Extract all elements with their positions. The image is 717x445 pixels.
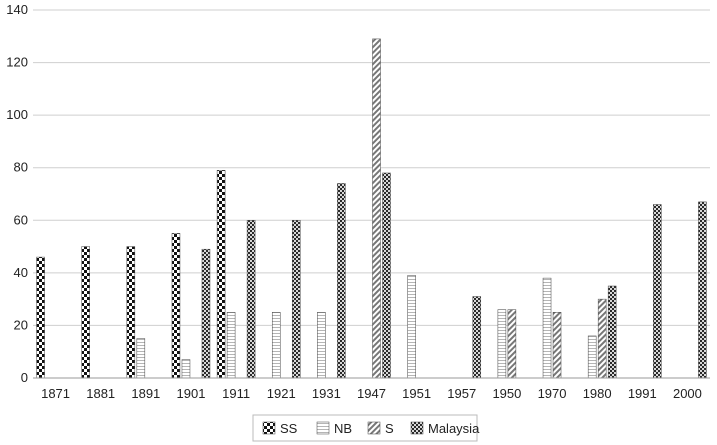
x-tick-label: 2000 [673, 386, 702, 401]
x-tick-label: 1991 [628, 386, 657, 401]
bar-nb-1921 [271, 312, 281, 379]
bar-malaysia-1991 [653, 204, 662, 379]
bar-malaysia-1901 [201, 248, 211, 379]
legend-swatch-malaysia [410, 421, 424, 435]
legend-swatch-ss [262, 421, 276, 435]
legend-label-s: S [385, 421, 394, 436]
bar-ss-1901 [171, 233, 181, 379]
bar-nb-1970 [542, 277, 552, 379]
y-tick-label: 120 [6, 55, 28, 70]
bar-nb-1931 [317, 312, 326, 379]
x-tick-label: 1957 [447, 386, 476, 401]
y-tick-label: 40 [14, 265, 28, 280]
bar-nb-1901 [181, 359, 191, 379]
bar-s-1950 [507, 309, 517, 379]
legend: SS NB S Malaysia [252, 414, 480, 442]
bars [36, 38, 707, 379]
y-tick-label: 140 [6, 2, 28, 17]
x-tick-label: 1947 [357, 386, 386, 401]
x-tick-label: 1911 [222, 386, 250, 401]
bar-s-1947 [372, 38, 381, 379]
bar-ss-1911 [216, 170, 226, 379]
bar-s-1970 [552, 312, 562, 379]
bar-nb-1911 [226, 312, 236, 379]
y-tick-label: 100 [6, 107, 28, 122]
bar-nb-1951 [407, 275, 416, 379]
x-tick-label: 1950 [492, 386, 521, 401]
bar-nb-1980 [587, 335, 597, 379]
bar-s-1980 [597, 298, 607, 379]
bar-malaysia-1931 [337, 183, 346, 379]
legend-swatch-s [367, 421, 381, 435]
bar-malaysia-1957 [472, 296, 482, 379]
legend-swatch-nb [316, 421, 330, 435]
bar-ss-1881 [81, 246, 90, 379]
bar-nb-1891 [136, 338, 146, 379]
bar-ss-1871 [36, 256, 45, 379]
x-tick-label: 1931 [312, 386, 341, 401]
x-tick-label: 1921 [267, 386, 296, 401]
x-tick-label: 1970 [538, 386, 567, 401]
x-tick-label: 1901 [177, 386, 206, 401]
legend-label-malaysia: Malaysia [428, 421, 480, 436]
x-tick-label: 1881 [86, 386, 115, 401]
y-tick-label: 0 [21, 370, 28, 385]
legend-box [252, 414, 478, 442]
gridlines [33, 9, 710, 379]
bar-malaysia-1980 [607, 285, 617, 379]
x-tick-label: 1951 [402, 386, 431, 401]
x-axis: 1871 1881 1891 1901 1911 1921 1931 1947 1951 1957… [41, 386, 702, 401]
bar-malaysia-2000 [698, 201, 707, 379]
y-tick-label: 20 [14, 317, 28, 332]
x-tick-label: 1891 [131, 386, 160, 401]
bar-malaysia-1911 [246, 220, 256, 379]
bar-malaysia-1921 [291, 220, 301, 379]
x-tick-label: 1980 [583, 386, 612, 401]
legend-label-ss: SS [280, 421, 298, 436]
x-tick-label: 1871 [41, 386, 70, 401]
y-tick-label: 60 [14, 212, 28, 227]
y-tick-label: 80 [14, 160, 28, 175]
bar-nb-1950 [497, 309, 507, 379]
y-axis: 0 20 40 60 80 100 120 140 [6, 2, 28, 385]
bar-ss-1891 [126, 246, 136, 379]
bar-malaysia-1947 [382, 172, 391, 379]
legend-label-nb: NB [334, 421, 352, 436]
